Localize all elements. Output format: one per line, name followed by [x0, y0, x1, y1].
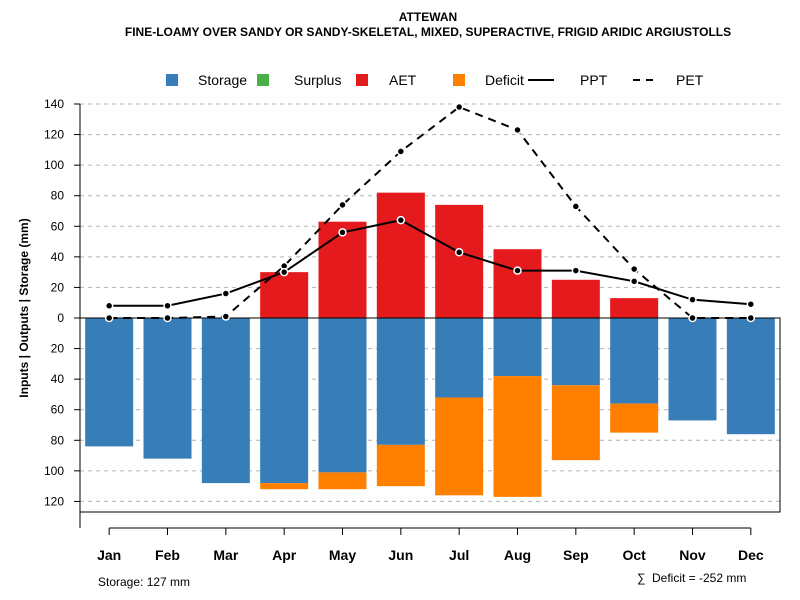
- deficit-bar-apr: [260, 483, 309, 490]
- y-tick-label: 0: [57, 311, 64, 325]
- deficit-total: Deficit = -252 mm: [652, 571, 746, 585]
- aet-legend-label: AET: [389, 72, 417, 88]
- storage-total: Storage: 127 mm: [98, 575, 190, 589]
- ppt-point-jan: [104, 301, 114, 311]
- y-axis-label: Inputs | Outputs | Storage (mm): [17, 218, 31, 397]
- x-tick-label-jul: Jul: [449, 547, 469, 563]
- aet-bar-oct: [610, 298, 659, 318]
- y-tick-label: 60: [51, 403, 65, 417]
- ppt-point-may: [338, 228, 347, 237]
- storage-legend-label: Storage: [198, 72, 247, 88]
- deficit-legend-label: Deficit: [485, 72, 524, 88]
- deficit-swatch: [453, 74, 465, 86]
- y-tick-label: 80: [51, 433, 65, 447]
- pet-point-may: [338, 200, 347, 210]
- deficit-bar-aug: [493, 376, 542, 497]
- ppt-point-feb: [163, 301, 172, 311]
- storage-bar-jan: [85, 318, 134, 447]
- y-tick-label: 80: [51, 189, 65, 203]
- ppt-point-nov: [688, 295, 697, 304]
- pet-legend-label: PET: [676, 72, 704, 88]
- bars: [85, 192, 775, 497]
- storage-bar-mar: [201, 318, 250, 484]
- sum-symbol: ∑: [637, 571, 646, 585]
- storage-bar-apr: [260, 318, 309, 484]
- pet-point-jan: [104, 313, 114, 323]
- pet-line: [109, 105, 751, 319]
- storage-bar-dec: [726, 318, 775, 435]
- deficit-bar-may: [318, 472, 367, 490]
- pet-point-dec: [746, 313, 756, 323]
- y-tick-label: 140: [44, 97, 64, 111]
- y-tick-label: 20: [51, 280, 65, 294]
- deficit-bar-jul: [435, 397, 484, 496]
- aet-bar-sep: [551, 279, 600, 318]
- series-lines: [104, 102, 756, 323]
- deficit-bar-oct: [610, 403, 659, 433]
- x-tick-label-apr: Apr: [272, 547, 297, 563]
- ppt-point-sep: [571, 266, 581, 275]
- y-tick-label: 40: [51, 250, 65, 264]
- x-tick-label-dec: Dec: [738, 547, 764, 563]
- ppt-point-dec: [746, 299, 756, 309]
- x-tick-label-may: May: [329, 547, 356, 563]
- pet-point-sep: [571, 202, 581, 211]
- legend: Storage Surplus AET Deficit PPT PET: [166, 72, 704, 88]
- pet-point-jun: [396, 147, 406, 156]
- chart-title: ATTEWAN: [399, 10, 457, 24]
- storage-bar-jun: [376, 318, 425, 445]
- storage-bar-may: [318, 318, 367, 473]
- y-tick-label: 20: [51, 342, 65, 356]
- storage-bar-sep: [551, 318, 600, 386]
- x-tick-label-oct: Oct: [622, 547, 646, 563]
- y-tick-label: 120: [44, 128, 64, 142]
- y-tick-label: 120: [44, 494, 64, 508]
- y-tick-label: 100: [44, 464, 64, 478]
- chart-subtitle: FINE-LOAMY OVER SANDY OR SANDY-SKELETAL,…: [125, 25, 731, 39]
- ppt-point-apr: [279, 267, 289, 277]
- x-tick-label-nov: Nov: [679, 547, 706, 563]
- pet-point-oct: [629, 264, 639, 274]
- x-tick-label-jan: Jan: [97, 547, 121, 563]
- storage-bar-feb: [143, 318, 192, 459]
- storage-bar-nov: [668, 318, 717, 421]
- y-tick-label: 60: [51, 219, 65, 233]
- ppt-point-mar: [221, 289, 231, 298]
- aet-bar-jun: [376, 192, 425, 318]
- x-tick-label-jun: Jun: [388, 547, 413, 563]
- ppt-point-oct: [629, 277, 639, 286]
- deficit-bar-jun: [376, 444, 425, 487]
- pet-point-nov: [688, 313, 697, 323]
- aet-swatch: [356, 74, 368, 86]
- x-tick-label-mar: Mar: [213, 547, 238, 563]
- storage-bar-aug: [493, 318, 542, 377]
- y-axis: 140 120 100 80 60 40 20 0 20 40 60 80 100 120: [44, 97, 81, 528]
- storage-swatch: [166, 74, 178, 86]
- surplus-swatch: [257, 74, 269, 86]
- x-tick-label-aug: Aug: [504, 547, 531, 563]
- aet-bar-jul: [435, 204, 484, 318]
- y-tick-label: 40: [51, 372, 65, 386]
- pet-point-feb: [163, 313, 172, 323]
- pet-point-jul: [454, 102, 464, 112]
- surplus-legend-label: Surplus: [294, 72, 341, 88]
- storage-bar-oct: [610, 318, 659, 404]
- aet-bar-aug: [493, 249, 542, 318]
- ppt-legend-label: PPT: [580, 72, 608, 88]
- pet-point-aug: [513, 125, 522, 135]
- deficit-bar-sep: [551, 385, 600, 461]
- ppt-point-jun: [396, 215, 406, 225]
- x-tick-label-feb: Feb: [155, 547, 180, 563]
- ppt-point-aug: [513, 266, 522, 275]
- pet-point-mar: [221, 312, 231, 321]
- storage-bar-jul: [435, 318, 484, 398]
- x-tick-label-sep: Sep: [563, 547, 589, 563]
- y-tick-label: 100: [44, 158, 64, 172]
- x-axis: Jan Feb Mar Apr May Jun Jul Aug Sep Oct Nov Dec: [97, 527, 764, 563]
- aet-bar-may: [318, 221, 367, 318]
- ppt-line: [109, 219, 751, 307]
- ppt-point-jul: [454, 248, 464, 257]
